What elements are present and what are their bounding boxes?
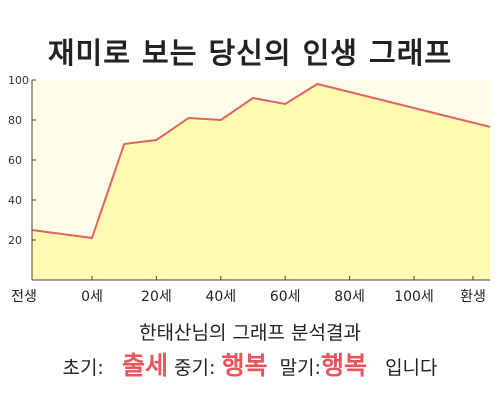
data-point-7 [284, 103, 287, 105]
x-tick-label: 20세 [141, 289, 172, 305]
analysis-summary: 한태산님의 그래프 분석결과 [139, 322, 361, 344]
data-point-8 [316, 83, 319, 85]
chart-title: 재미로 보는 당신의 인생 그래프 [47, 36, 453, 70]
y-tick-label: 100 [8, 74, 29, 87]
x-tick-label: 100세 [394, 289, 434, 305]
late-label: 말기: [279, 357, 321, 379]
y-tick-label: 80 [8, 114, 22, 127]
x-tick-label: 환생 [460, 289, 486, 305]
mid-value: 행복 [221, 351, 268, 380]
analysis-result: 초기: 출세 중기: 행복 말기:행복 입니다 [0, 346, 500, 382]
data-point-6 [252, 97, 254, 99]
data-point-1 [91, 237, 93, 239]
data-point-4 [187, 117, 190, 119]
data-point-2 [123, 143, 125, 145]
x-tick-label: 0세 [81, 289, 103, 305]
x-tick-label: 전생 [11, 289, 37, 305]
early-value: 출세 [121, 351, 168, 380]
y-tick-label: 20 [8, 234, 22, 247]
data-point-3 [155, 139, 158, 141]
data-point-9 [348, 91, 351, 93]
y-tick-label: 60 [8, 154, 22, 167]
y-tick-label: 40 [8, 194, 22, 207]
data-point-11 [413, 107, 415, 109]
data-point-10 [381, 99, 383, 101]
result-ending: 입니다 [385, 357, 438, 379]
early-label: 초기: [62, 357, 104, 379]
late-value: 행복 [320, 351, 367, 380]
x-tick-label: 80세 [334, 289, 365, 305]
x-tick-label: 40세 [205, 289, 236, 305]
data-point-5 [220, 119, 222, 121]
x-tick-label: 60세 [270, 289, 301, 305]
area-fill [32, 84, 490, 280]
mid-label: 중기: [174, 357, 216, 379]
